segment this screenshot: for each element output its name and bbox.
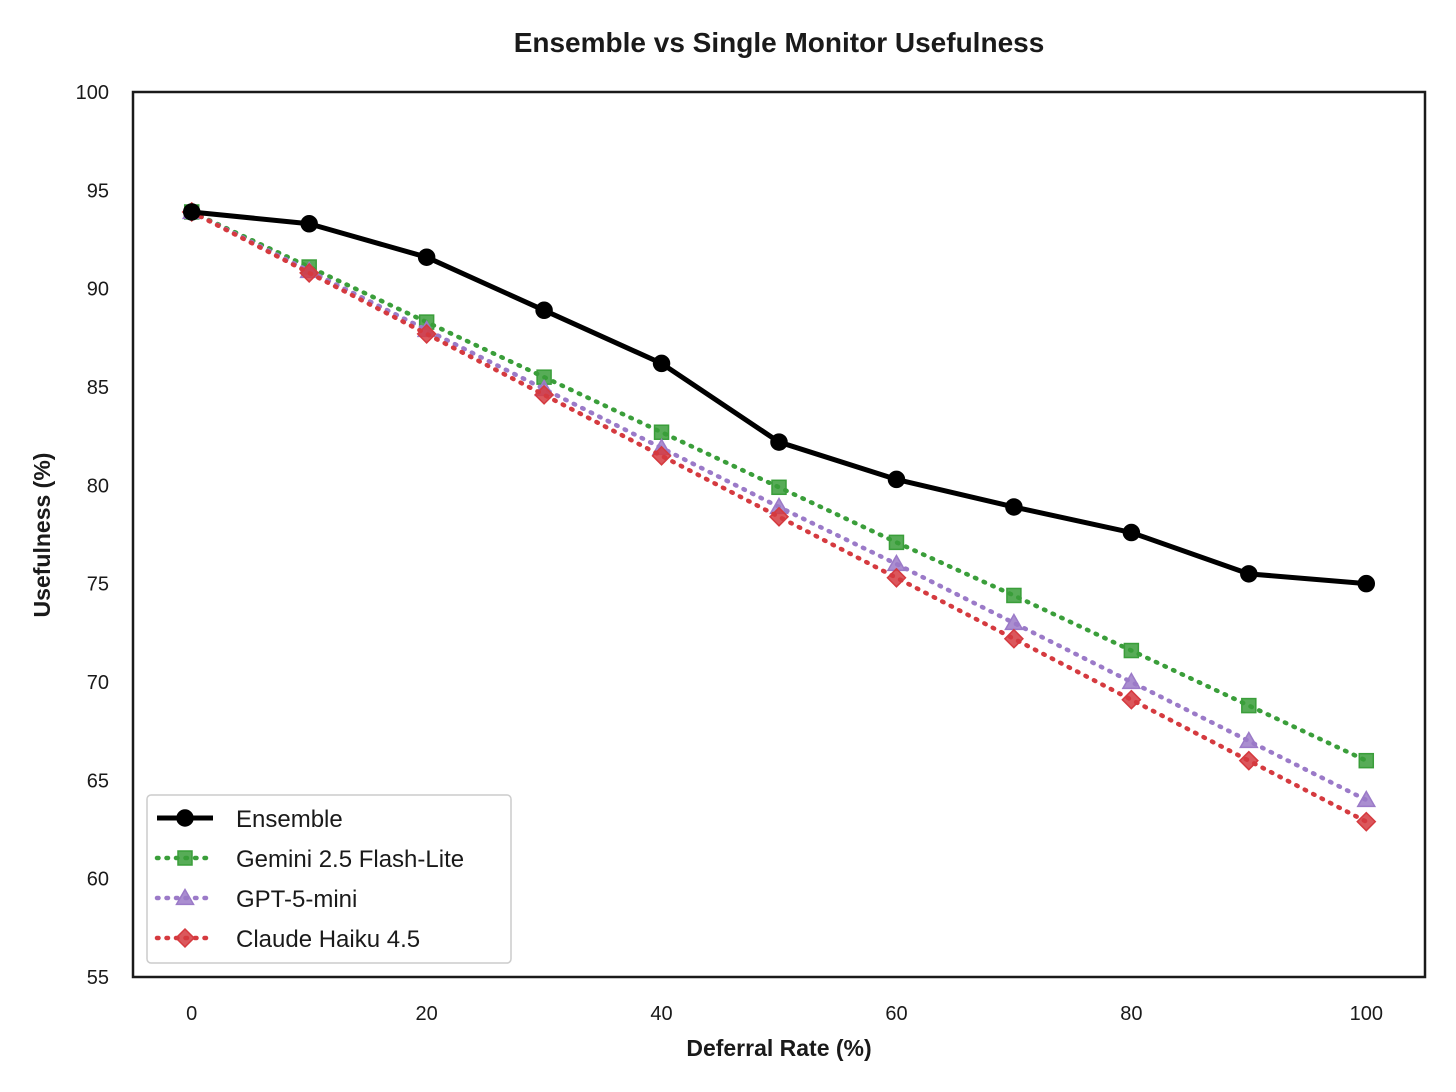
data-point-ensemble <box>652 354 671 373</box>
series-gemini-2-5-flash-lite <box>183 204 1375 769</box>
y-tick-label: 65 <box>87 770 109 792</box>
data-point-ensemble <box>1357 574 1376 593</box>
y-tick-label: 55 <box>87 967 109 989</box>
data-point-gemini-2-5-flash-lite <box>1123 642 1140 659</box>
y-tick-label: 100 <box>76 82 109 104</box>
data-point-claude-haiku-4-5 <box>768 506 790 527</box>
y-tick-label: 75 <box>87 574 109 596</box>
data-point-gpt-5-mini <box>1121 671 1142 690</box>
x-tick-label: 40 <box>650 1003 672 1025</box>
series-line-ensemble <box>191 209 1367 587</box>
data-point-gemini-2-5-flash-lite <box>1006 587 1022 604</box>
data-point-ensemble <box>535 301 553 320</box>
legend: Ensemble Gemini 2.5 Flash-Lite GPT-5-mini C… <box>146 794 512 964</box>
y-axis-label: Usefulness (%) <box>29 453 55 618</box>
data-point-claude-haiku-4-5 <box>299 262 320 283</box>
legend-entry-gpt-5-mini: GPT-5-mini <box>154 886 357 913</box>
data-point-claude-haiku-4-5 <box>534 384 555 405</box>
legend-entry-ensemble: Ensemble <box>157 806 343 833</box>
data-point-claude-haiku-4-5 <box>416 323 437 344</box>
data-point-gemini-2-5-flash-lite <box>1241 697 1257 714</box>
y-tick-label: 95 <box>87 180 109 202</box>
x-axis-label: Deferral Rate (%) <box>686 1035 871 1061</box>
x-tick-label: 0 <box>186 1003 197 1025</box>
legend-label: Ensemble <box>236 806 343 833</box>
series-layer <box>181 201 1377 832</box>
data-point-ensemble <box>1240 565 1258 583</box>
legend-label: Gemini 2.5 Flash-Lite <box>236 846 464 873</box>
legend-entry-gemini-2-5-flash-lite: Gemini 2.5 Flash-Lite <box>154 846 464 873</box>
data-point-ensemble <box>300 215 318 233</box>
y-tick-label: 70 <box>87 672 109 694</box>
data-point-gpt-5-mini <box>1356 789 1377 808</box>
series-line-claude-haiku-4-5 <box>189 209 1369 824</box>
data-point-claude-haiku-4-5 <box>886 567 907 588</box>
axis-ticks: 0 20 40 60 80 100 55 60 65 70 75 80 85 90 95 100 <box>76 82 1383 1025</box>
data-point-gpt-5-mini <box>1239 730 1259 749</box>
data-point-claude-haiku-4-5 <box>1121 689 1142 710</box>
x-tick-label: 100 <box>1350 1003 1383 1025</box>
data-point-claude-haiku-4-5 <box>1003 628 1024 649</box>
legend-box <box>146 794 512 964</box>
data-point-gemini-2-5-flash-lite <box>653 424 670 440</box>
legend-label: GPT-5-mini <box>236 886 357 913</box>
legend-swatch-marker <box>174 927 196 949</box>
data-point-ensemble <box>182 203 201 221</box>
y-tick-label: 85 <box>87 377 109 399</box>
x-tick-label: 20 <box>416 1003 438 1025</box>
data-point-claude-haiku-4-5 <box>1238 750 1259 771</box>
data-point-gemini-2-5-flash-lite <box>1358 752 1375 769</box>
data-point-ensemble <box>1122 523 1141 542</box>
data-point-gemini-2-5-flash-lite <box>771 479 787 496</box>
legend-entry-claude-haiku-4-5: Claude Haiku 4.5 <box>154 926 420 953</box>
data-point-ensemble <box>770 433 788 451</box>
series-ensemble <box>182 203 1376 593</box>
data-point-gemini-2-5-flash-lite <box>888 534 905 551</box>
y-tick-label: 60 <box>87 869 109 891</box>
y-tick-label: 90 <box>87 279 109 301</box>
plot-frame <box>131 90 1427 979</box>
x-tick-label: 80 <box>1120 1003 1142 1025</box>
legend-label: Claude Haiku 4.5 <box>236 926 420 953</box>
data-point-claude-haiku-4-5 <box>651 445 672 466</box>
x-tick-label: 60 <box>885 1003 907 1025</box>
data-point-ensemble <box>1005 498 1023 516</box>
data-point-ensemble <box>417 248 436 266</box>
legend-swatch-marker <box>176 809 194 827</box>
series-claude-haiku-4-5 <box>181 201 1377 832</box>
legend-swatch-marker <box>177 850 193 866</box>
legend-swatch-marker <box>175 887 195 906</box>
chart-title: Ensemble vs Single Monitor Usefulness <box>514 27 1045 58</box>
data-point-claude-haiku-4-5 <box>1356 811 1377 832</box>
y-tick-label: 80 <box>87 475 109 497</box>
data-point-ensemble <box>887 470 906 489</box>
